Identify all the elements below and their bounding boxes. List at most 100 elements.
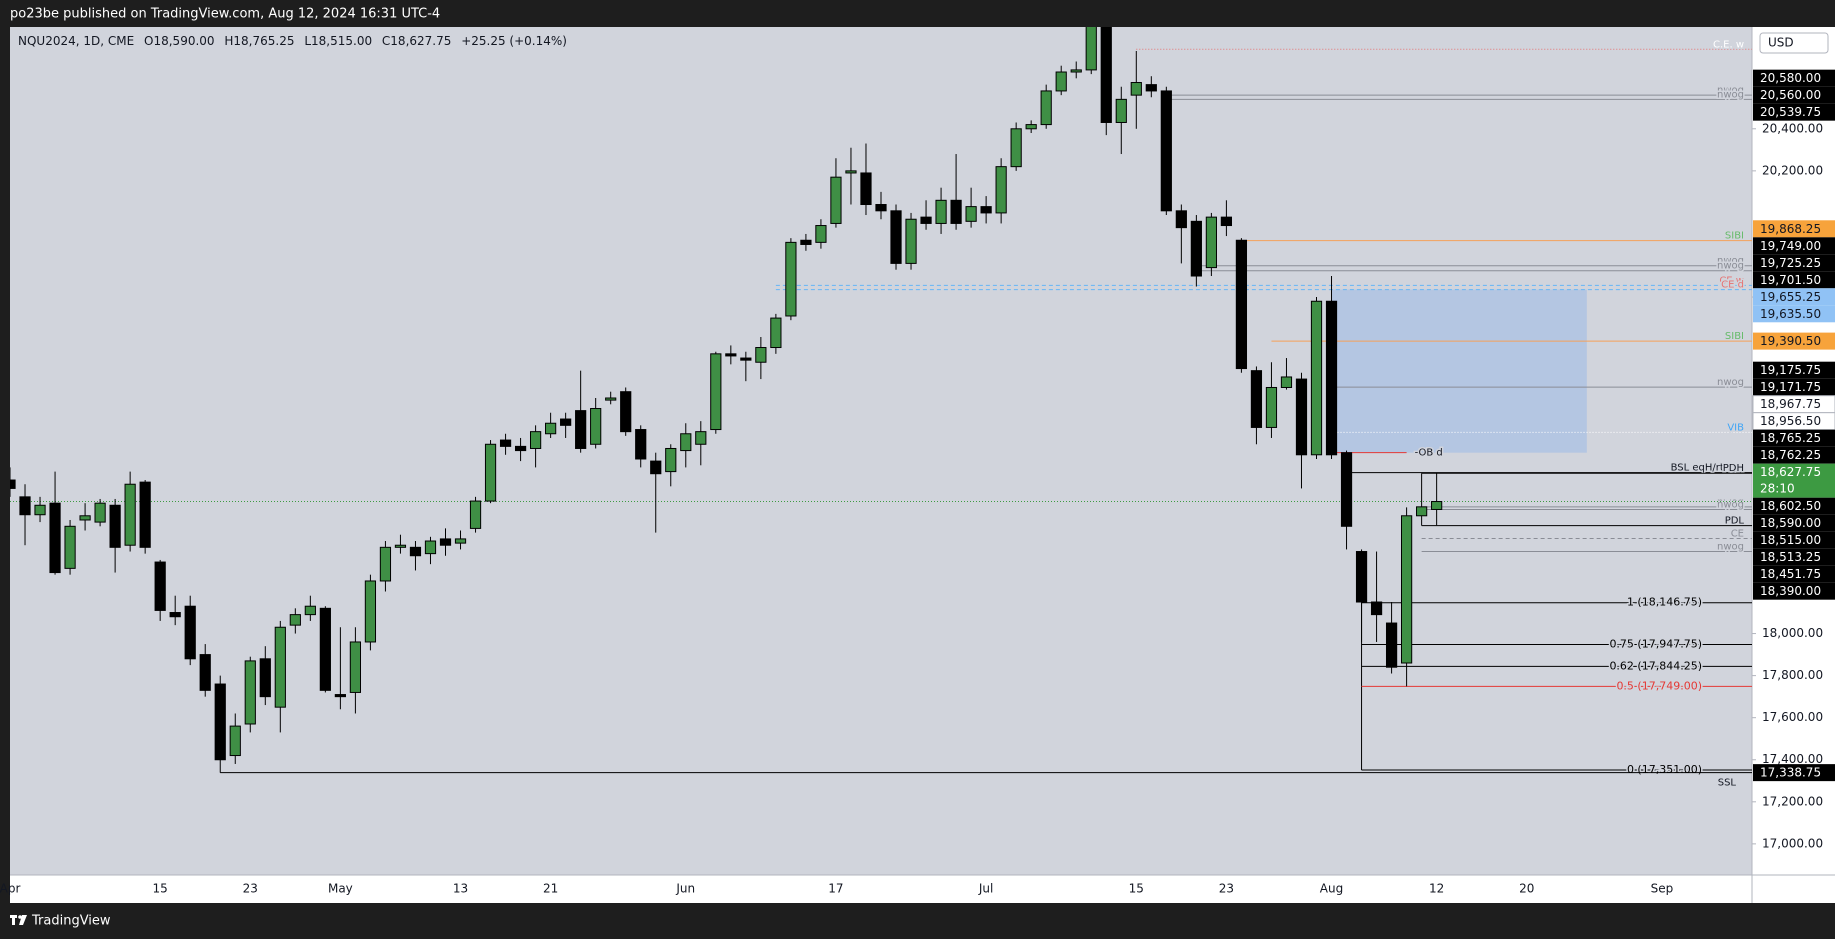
- candle-body: [199, 654, 211, 691]
- price-badge: [1753, 288, 1835, 306]
- candle-body: [124, 483, 136, 546]
- symbol: NQU2024, 1D, CME: [18, 34, 134, 48]
- candle-body: [10, 479, 16, 489]
- candle-body: [560, 418, 572, 426]
- candle-body: [1205, 216, 1217, 269]
- price-badge-label: 17,338.75: [1760, 766, 1821, 780]
- candle-body: [1340, 452, 1353, 527]
- candle-body: [349, 641, 362, 693]
- candle-body: [1431, 501, 1443, 510]
- candle-body: [1400, 515, 1413, 664]
- level-label: C.E. w: [1713, 39, 1744, 50]
- candle-body: [575, 410, 587, 449]
- candle-body: [830, 176, 842, 224]
- axis-content: Apr 15 23 May 13 21 Jun 17 Jul 15 23 Aug 12 20 Sep 17,0…: [0, 69, 1835, 896]
- currency-box[interactable]: [1759, 32, 1829, 54]
- candle-body: [845, 170, 857, 174]
- price-badge-label: 18,762.25: [1760, 448, 1821, 462]
- candle-body: [1115, 98, 1127, 123]
- candle-body: [770, 317, 782, 349]
- price-badge: [1753, 86, 1835, 104]
- candle-body: [545, 422, 557, 435]
- candle-body: [79, 515, 91, 521]
- candle-body: [1025, 124, 1037, 130]
- level-label: nwog: [1717, 497, 1744, 508]
- y-tick-label: 17,600.00: [1762, 710, 1823, 724]
- x-tick-label: 15: [153, 882, 168, 896]
- level-label: BSL eqH/rthgH: [1671, 463, 1744, 474]
- candle-body: [1100, 27, 1112, 123]
- candle-body: [1145, 84, 1157, 92]
- candle-body: [169, 612, 181, 618]
- time-axis: [10, 875, 1752, 903]
- candle-body: [1175, 210, 1187, 229]
- level-label: VIB: [1727, 422, 1744, 433]
- level-label: -OB d: [1415, 448, 1443, 459]
- level-label: PDL: [1725, 516, 1745, 527]
- price-badge-label: 19,868.25: [1760, 222, 1821, 236]
- x-tick-label: 13: [453, 882, 468, 896]
- candle-body: [965, 206, 977, 222]
- candle-body: [514, 445, 527, 452]
- price-badge-label: 18,765.25: [1760, 431, 1821, 445]
- price-badge: [1753, 220, 1835, 238]
- candle-body: [424, 540, 437, 555]
- price-badge: [1753, 582, 1835, 600]
- candle-body: [860, 172, 872, 206]
- candle-body: [665, 447, 677, 473]
- price-badge-label: 20,539.75: [1760, 105, 1821, 119]
- x-tick-label: 17: [828, 882, 843, 896]
- candle-body: [755, 347, 767, 363]
- price-badge-label: 18,390.00: [1760, 584, 1821, 598]
- legend: NQU2024, 1D, CME O18,590.00 H18,765.25 L…: [18, 34, 567, 48]
- candle-body: [1385, 622, 1398, 668]
- candle-body: [244, 660, 256, 725]
- countdown: 28:10: [1760, 482, 1795, 496]
- y-tick-label: 17,400.00: [1762, 752, 1823, 766]
- price-badge: [1753, 548, 1835, 566]
- price-badge: [1753, 69, 1835, 87]
- level-label: nwog: [1717, 89, 1744, 100]
- candle-body: [1160, 90, 1172, 212]
- candle-body: [499, 439, 512, 447]
- y-tick-label: 20,200.00: [1762, 163, 1823, 177]
- candle-body: [935, 199, 947, 224]
- x-tick-label: 15: [1129, 882, 1144, 896]
- candle-body: [34, 504, 46, 516]
- candle-body: [1190, 220, 1202, 277]
- x-tick-label: 21: [543, 882, 558, 896]
- candle-body: [650, 460, 662, 475]
- legend-high: H18,765.25: [224, 34, 294, 48]
- candle-body: [590, 408, 602, 445]
- y-tick-label: 17,000.00: [1762, 836, 1823, 850]
- candle-body: [635, 429, 647, 460]
- level-label: CE: [1731, 529, 1744, 540]
- fib-label: 0.62 (17,844.25): [1609, 659, 1702, 672]
- currency[interactable]: USD: [1768, 36, 1794, 50]
- candle-body: [1070, 69, 1082, 73]
- fib-label: 1 (18,146.75): [1627, 596, 1702, 609]
- price-badge-label: 19,701.50: [1760, 273, 1821, 287]
- price-badge: [1753, 271, 1835, 289]
- level-label: SIBI: [1725, 331, 1744, 342]
- candle-body: [469, 500, 482, 529]
- price-badge: [1753, 103, 1835, 121]
- zone: [1331, 289, 1587, 453]
- level-label: nwog: [1717, 256, 1744, 267]
- candle-body: [484, 443, 497, 502]
- candle-body: [319, 607, 331, 691]
- x-tick-label: 23: [243, 882, 258, 896]
- candle-body: [1235, 239, 1248, 370]
- candle-body: [785, 241, 797, 317]
- candle-body: [19, 496, 31, 516]
- candle-body: [1310, 300, 1323, 456]
- candle-body: [905, 218, 917, 264]
- price-badge-label: 18,967.75: [1760, 397, 1821, 411]
- candle-body: [1295, 378, 1308, 456]
- x-tick-label: Aug: [1320, 882, 1343, 896]
- price-badge-label: 18,956.50: [1760, 414, 1821, 428]
- logo-part: [19, 915, 27, 925]
- price-badge-label: 19,749.00: [1760, 239, 1821, 253]
